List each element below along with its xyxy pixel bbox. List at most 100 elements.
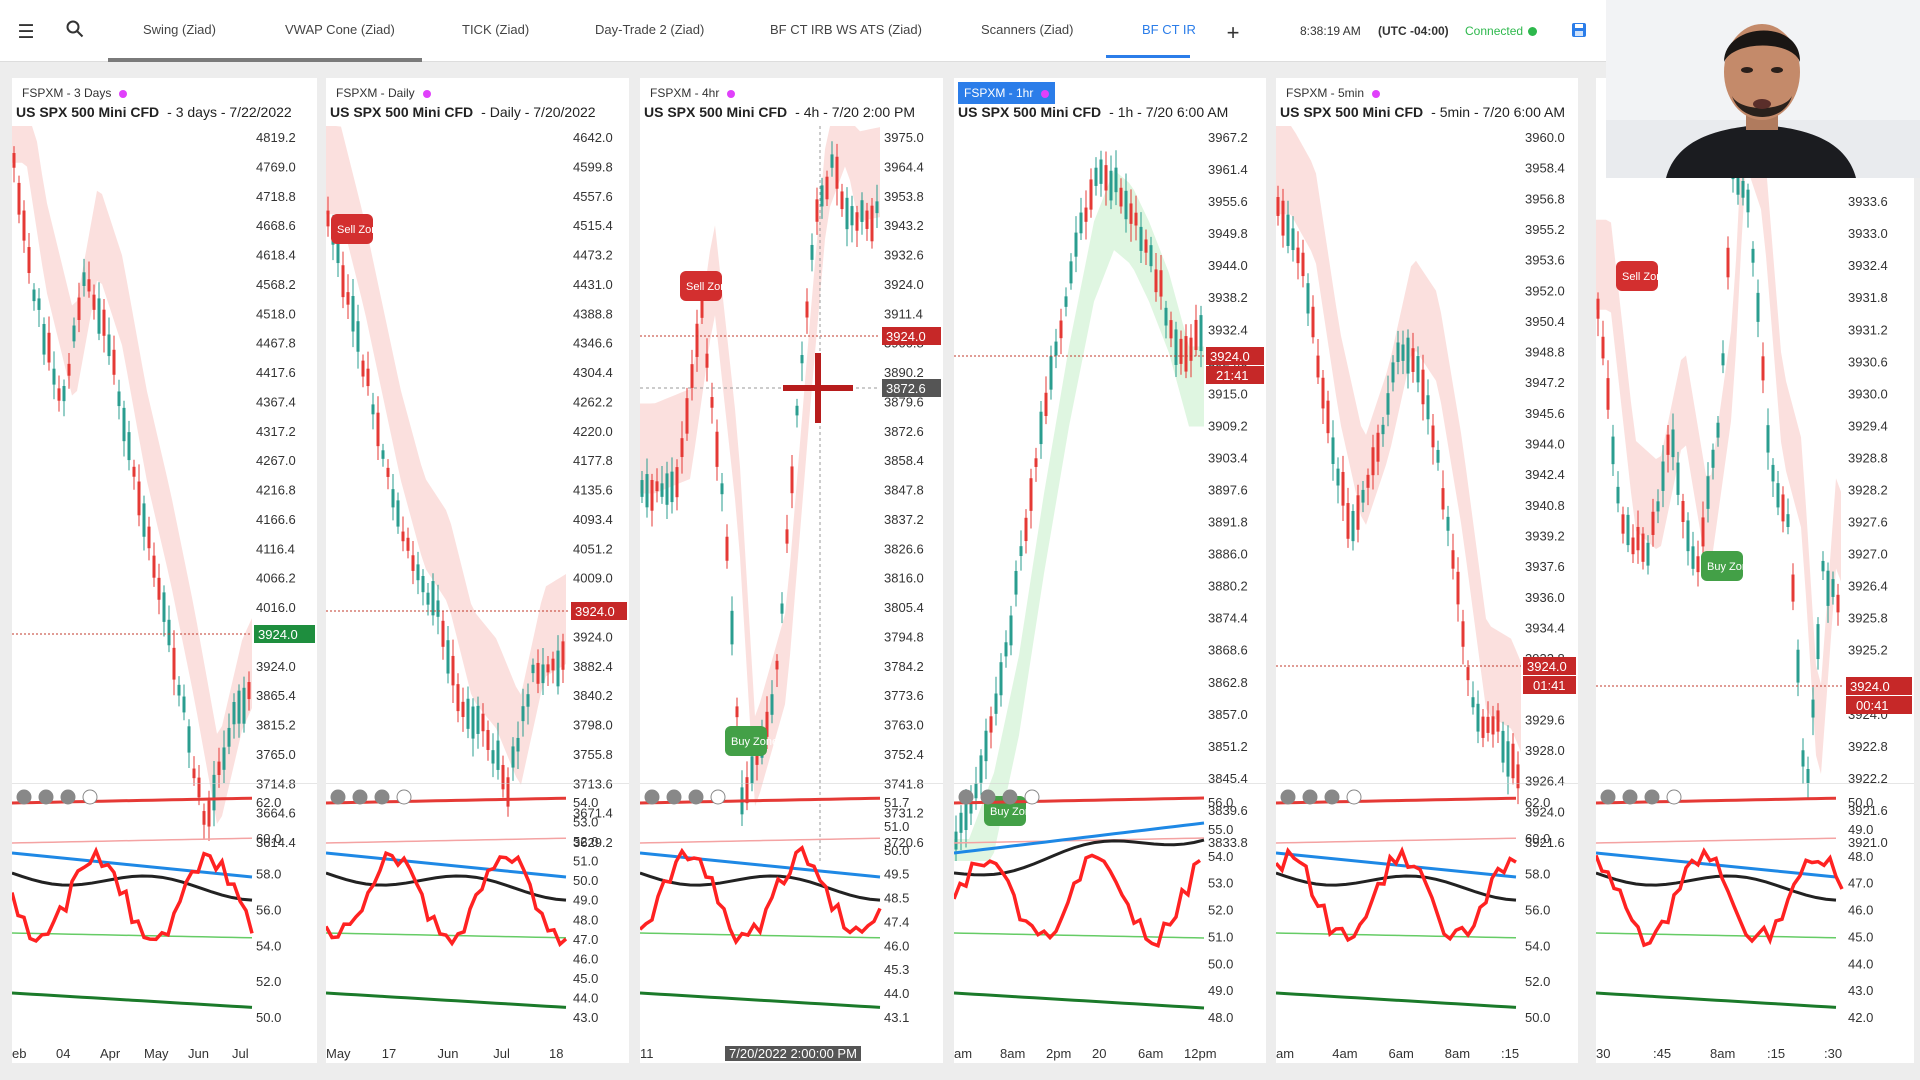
plus-box-icon[interactable] (710, 789, 726, 805)
price-tick-label: 3837.2 (884, 512, 924, 527)
tab-bf-ct-ir[interactable]: BF CT IR (1142, 22, 1196, 37)
chevron-down-icon[interactable] (980, 789, 996, 805)
price-tick-label: 3741.8 (884, 776, 924, 791)
symbol-tab[interactable]: FSPXM - 5min (1280, 82, 1386, 104)
candle (1351, 511, 1355, 542)
price-chart[interactable]: 3934.83934.23933.63933.03932.43931.83931… (1596, 126, 1914, 861)
candle (830, 154, 834, 168)
price-tick-label: 4009.0 (573, 571, 613, 586)
candle (770, 694, 774, 715)
price-chart[interactable]: 3960.0 3958.4 3956.8 3955.2 3953.6 3952.0 3950… (1276, 126, 1578, 861)
buy-zone-label (725, 726, 767, 756)
candle (187, 726, 191, 753)
chevron-down-icon[interactable] (38, 789, 54, 805)
indicator-tick-label: 51.0 (884, 819, 909, 834)
price-chart[interactable]: 4642.0 4599.8 4557.6 4515.4 4473.2 4431.0 4388… (326, 126, 629, 861)
instrument-title: US SPX 500 Mini CFD - 3 days - 7/22/2022 (16, 104, 292, 120)
indicator-chart[interactable]: 54.0 53.0 52.0 51.0 50.0 49.0 48.0 47.0 46.0 45.0… (326, 783, 629, 1038)
candle (1761, 356, 1765, 381)
candle (810, 244, 814, 260)
candle (1686, 520, 1690, 552)
candle (1014, 570, 1018, 595)
circle-slash-icon[interactable] (644, 789, 660, 805)
tab-tick[interactable]: TICK (Ziad) (462, 22, 530, 37)
price-tick-label: 3931.8 (1848, 290, 1888, 305)
time-tick-label: eb (12, 1046, 27, 1061)
candle (1491, 716, 1495, 735)
chevron-down-icon[interactable] (666, 789, 682, 805)
price-tick-label: 3847.8 (884, 483, 924, 498)
circle-slash-icon[interactable] (16, 789, 32, 805)
add-tab-button[interactable]: + (1226, 20, 1240, 45)
candle (1084, 207, 1088, 222)
last-price-badge (571, 602, 627, 620)
circle-slash-icon[interactable] (330, 789, 346, 805)
search-icon[interactable] (62, 20, 88, 46)
candle (132, 466, 136, 477)
indicator-chart[interactable]: 51.7 51.0 50.0 49.5 48.5 47.4 46.0 45.3 44.0 43.1 (640, 783, 943, 1038)
circle-slash-icon[interactable] (958, 789, 974, 805)
plus-box-icon[interactable] (396, 789, 412, 805)
chevron-down-icon[interactable] (1302, 789, 1318, 805)
tab-scanners[interactable]: Scanners (Ziad) (981, 22, 1074, 37)
candle (511, 746, 515, 768)
price-chart[interactable]: 3967.2 3961.4 3955.6 3949.8 3944.0 3938.2 3932… (954, 126, 1266, 861)
instrument-title: US SPX 500 Mini CFD - 4h - 7/20 2:00 PM (644, 104, 915, 120)
candle (1341, 471, 1345, 506)
candle (1646, 542, 1650, 566)
candle (1821, 560, 1825, 572)
chevron-up-icon[interactable] (1002, 789, 1018, 805)
indicator-tick-label: 51.0 (573, 854, 598, 869)
circle-slash-icon[interactable] (1600, 789, 1616, 805)
candle (1199, 315, 1203, 352)
price-tick-label: 3955.6 (1208, 194, 1248, 209)
symbol-label: FSPXM - 4hr (650, 86, 720, 100)
indicator-chart[interactable]: 56.0 55.0 54.0 53.0 52.0 51.0 50.0 49.0 48.0 (954, 783, 1266, 1038)
candle (386, 467, 390, 477)
last-price-badge (1846, 677, 1912, 695)
circle-slash-icon[interactable] (1280, 789, 1296, 805)
time-tick-label: 8am (1444, 1046, 1471, 1061)
symbol-tab[interactable]: FSPXM - 3 Days (16, 82, 133, 104)
oscillator-line (1276, 846, 1517, 943)
connection-status: Connected (1465, 24, 1538, 38)
chevron-up-icon[interactable] (60, 789, 76, 805)
plus-box-icon[interactable] (1666, 789, 1682, 805)
plus-box-icon[interactable] (1024, 789, 1040, 805)
indicator-line (12, 871, 253, 902)
symbol-tab[interactable]: FSPXM - Daily (330, 82, 437, 104)
chevron-up-icon[interactable] (688, 789, 704, 805)
indicator-tick-label: 56.0 (256, 903, 281, 918)
chevron-down-icon[interactable] (1622, 789, 1638, 805)
price-tick-label: 3932.4 (1208, 322, 1248, 337)
price-chart[interactable]: 4819.2 4769.0 4718.8 4668.6 4618.4 4568.2 4518… (12, 126, 317, 861)
plus-box-icon[interactable] (1346, 789, 1362, 805)
indicator-tick-label: 47.4 (884, 914, 909, 929)
candle (1806, 768, 1810, 784)
chevron-down-icon[interactable] (352, 789, 368, 805)
symbol-tab[interactable]: FSPXM - 4hr (644, 82, 741, 104)
candle (1024, 517, 1028, 542)
chevron-up-icon[interactable] (374, 789, 390, 805)
chevron-up-icon[interactable] (1644, 789, 1660, 805)
indicator-chart[interactable]: 62.0 60.0 58.0 56.0 54.0 52.0 50.0 (12, 783, 317, 1038)
plus-box-icon[interactable] (82, 789, 98, 805)
candle (1019, 546, 1023, 557)
hamburger-icon[interactable]: ☰ (17, 22, 35, 43)
price-chart[interactable]: 3975.0 3964.4 3953.8 3943.2 3932.6 3924.0 3911… (640, 126, 943, 861)
price-tick-label: 3798.0 (573, 718, 613, 733)
candle (795, 405, 799, 416)
indicator-chart[interactable]: 50.0 49.0 48.0 47.0 46.0 45.0 44.0 43.0 42.0 (1596, 783, 1914, 1038)
price-tick-label: 3925.8 (1848, 611, 1888, 626)
tab-swing[interactable]: Swing (Ziad) (143, 22, 216, 37)
tab-bf-ct-irb-ws-ats[interactable]: BF CT IRB WS ATS (Ziad) (770, 22, 922, 37)
chevron-up-icon[interactable] (1324, 789, 1340, 805)
candle (1726, 247, 1730, 278)
symbol-tab[interactable]: FSPXM - 1hr (958, 82, 1056, 104)
tab-day-trade-2[interactable]: Day-Trade 2 (Ziad) (595, 22, 705, 37)
candle (97, 298, 101, 334)
tab-vwap-cone[interactable]: VWAP Cone (Ziad) (285, 22, 395, 37)
price-tick-label: 3924.0 (1525, 804, 1565, 819)
save-icon[interactable] (1566, 20, 1592, 46)
indicator-chart[interactable]: 62.0 60.0 58.0 56.0 54.0 52.0 50.0 (1276, 783, 1578, 1038)
